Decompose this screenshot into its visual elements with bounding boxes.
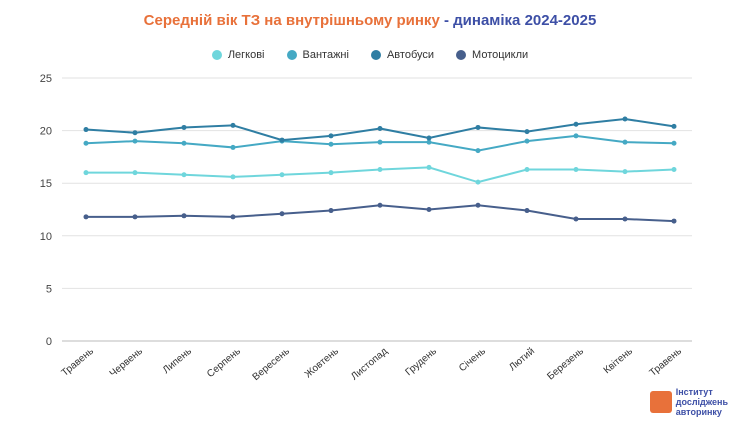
data-point (181, 213, 187, 219)
y-tick-label: 25 (40, 73, 52, 85)
data-point (181, 124, 187, 130)
legend-label: Легкові (227, 49, 265, 61)
legend-item[interactable]: Мотоцикли (456, 49, 528, 61)
title-period: динаміка 2024-2025 (453, 12, 597, 29)
legend-dot-icon (370, 50, 381, 60)
x-tick-label: Червень (108, 346, 145, 380)
data-point (328, 141, 334, 147)
data-point (181, 140, 187, 146)
data-point (524, 138, 530, 144)
legend-dot-icon (286, 50, 297, 60)
data-point (426, 207, 432, 212)
data-point (426, 139, 432, 145)
x-tick-label: Липень (161, 346, 194, 376)
data-point (671, 167, 677, 173)
legend-dot-icon (211, 50, 222, 60)
legend: Легкові Вантажні Автобуси Мотоцикли (0, 49, 740, 61)
y-tick-label: 10 (40, 231, 52, 243)
data-point (573, 133, 579, 139)
legend-item[interactable]: Вантажні (286, 49, 349, 61)
x-tick-label: Вересень (251, 346, 292, 383)
legend-label: Мотоцикли (472, 49, 529, 61)
x-tick-label: Березень (545, 346, 586, 383)
data-point (83, 127, 89, 133)
legend-item[interactable]: Автобуси (370, 49, 435, 61)
data-point (279, 137, 285, 143)
logo-line2: досліджень (675, 397, 728, 407)
x-tick-label: Травень (648, 346, 684, 379)
y-tick-label: 5 (46, 283, 52, 295)
logo-line3: авторинку (675, 407, 722, 417)
data-point (132, 214, 138, 220)
y-tick-label: 20 (40, 126, 52, 138)
x-tick-label: Січень (457, 346, 488, 374)
data-point (573, 167, 579, 173)
data-point (475, 179, 481, 185)
data-point (377, 125, 383, 131)
logo: Інститут досліджень авторинку (649, 387, 728, 417)
data-point (671, 218, 677, 224)
data-point (230, 144, 236, 150)
x-tick-label: Квітень (602, 346, 635, 376)
data-point (83, 140, 89, 146)
x-tick-label: Серпень (205, 346, 243, 380)
legend-label: Автобуси (386, 49, 435, 61)
data-point (377, 139, 383, 145)
data-point (328, 208, 334, 214)
data-point (279, 211, 285, 217)
data-point (622, 116, 628, 122)
data-point (622, 216, 628, 222)
data-point (475, 148, 481, 154)
data-point (181, 172, 187, 178)
logo-line1: Інститут (675, 387, 713, 397)
title-sep: - (439, 12, 454, 29)
legend-label: Вантажні (302, 49, 349, 61)
data-point (671, 140, 677, 146)
data-point (671, 123, 677, 129)
data-point (426, 164, 432, 170)
data-point (524, 167, 530, 173)
y-tick-label: 15 (40, 178, 52, 190)
data-point (230, 174, 236, 180)
x-tick-label: Листопад (349, 346, 390, 383)
data-point (132, 170, 138, 176)
data-point (132, 138, 138, 144)
data-point (622, 139, 628, 145)
x-tick-label: Грудень (403, 346, 438, 378)
data-point (83, 170, 89, 176)
x-tick-label: Лютий (507, 346, 537, 373)
data-point (132, 130, 138, 136)
x-tick-label: Травень (60, 346, 96, 379)
legend-dot-icon (456, 50, 467, 60)
data-point (279, 172, 285, 178)
data-point (83, 214, 89, 220)
data-point (377, 202, 383, 208)
data-point (573, 121, 579, 127)
data-point (475, 124, 481, 130)
logo-pie-icon (649, 391, 672, 413)
data-point (426, 135, 432, 141)
y-tick-label: 0 (46, 336, 52, 348)
chart-title: Середній вік ТЗ на внутрішньому ринку - … (0, 12, 740, 29)
data-point (328, 170, 334, 176)
data-point (524, 129, 530, 135)
title-main: Середній вік ТЗ на внутрішньому ринку (143, 12, 440, 29)
data-point (230, 122, 236, 128)
data-point (524, 208, 530, 214)
data-point (573, 216, 579, 222)
legend-item[interactable]: Легкові (211, 49, 265, 61)
data-point (622, 169, 628, 175)
data-point (475, 202, 481, 208)
x-tick-label: Жовтень (303, 346, 341, 380)
data-point (377, 167, 383, 173)
data-point (230, 214, 236, 220)
data-point (328, 133, 334, 139)
